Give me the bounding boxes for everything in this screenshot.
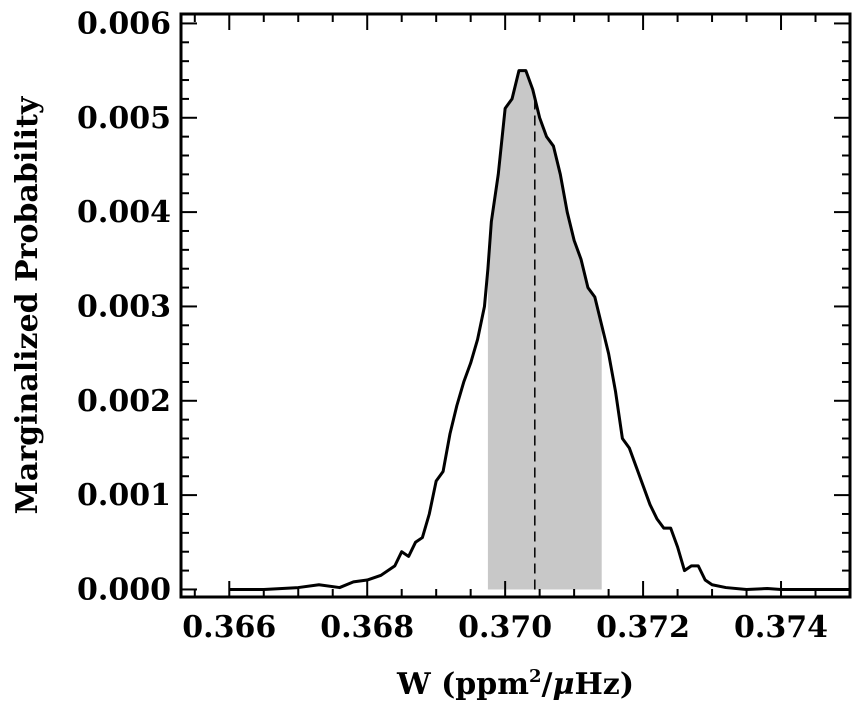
y-tick-label: 0.006 (77, 6, 171, 41)
probability-curve (229, 69, 850, 591)
credible-interval-area (487, 70, 602, 590)
y-tick-label: 0.005 (77, 101, 171, 136)
x-tick-label: 0.372 (596, 610, 690, 645)
series-line (229, 69, 850, 591)
x-axis-label-sup: 2 (529, 666, 542, 687)
x-axis-label: W (ppm2/μHz) (396, 666, 634, 702)
y-tick-label: 0.002 (77, 384, 171, 419)
y-tick-label: 0.004 (77, 195, 171, 230)
x-tick-label: 0.370 (458, 610, 552, 645)
x-ticks: 0.366 0.368 0.370 0.372 0.374 (182, 14, 851, 645)
y-axis-label: Marginalized Probability (10, 95, 45, 514)
x-tick-label: 0.368 (320, 610, 414, 645)
y-tick-label: 0.000 (77, 572, 171, 607)
y-ticks: 0.000 0.001 0.002 0.003 0.004 0.005 0.006 (77, 6, 850, 607)
x-axis-label-tail: Hz) (574, 667, 634, 702)
x-axis-label-main: W (ppm (396, 667, 529, 702)
x-tick-label: 0.366 (182, 610, 276, 645)
x-tick-label: 0.374 (734, 610, 828, 645)
y-tick-label: 0.003 (77, 289, 171, 324)
x-axis-label-mu: μ (552, 667, 574, 702)
x-axis-label-slash: / (542, 667, 553, 702)
credible-interval-shade (487, 70, 602, 590)
y-tick-label: 0.001 (77, 478, 171, 513)
